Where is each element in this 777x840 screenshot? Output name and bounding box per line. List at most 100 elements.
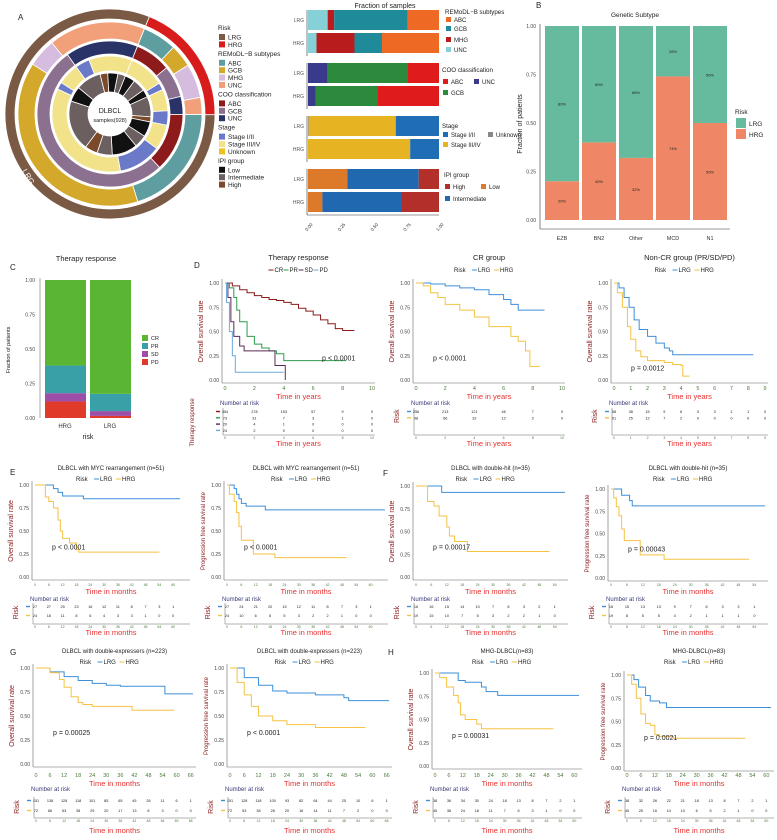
x-tick-label: 42 xyxy=(131,773,137,779)
bar-segment xyxy=(316,33,355,53)
y-tick-label: 0.75 xyxy=(209,305,219,311)
y-tick-label: 0.25 xyxy=(400,552,410,558)
y-tick-label: 0.00 xyxy=(209,378,219,384)
risk-count: 0 xyxy=(714,416,716,420)
x-tick-label: 10 xyxy=(369,386,375,392)
bar-segment xyxy=(308,192,323,212)
legend-item: HRG xyxy=(321,660,335,666)
legend-swatch xyxy=(219,174,225,181)
table-x-tick-label: 6 xyxy=(48,625,50,629)
y-tick-label: 0.00 xyxy=(214,762,224,768)
table-x-tick-label: 42 xyxy=(328,819,332,823)
legend-item: Stage I/II xyxy=(228,134,254,141)
risk-count: 32 xyxy=(639,799,643,803)
table-x-tick-label: 60 xyxy=(572,819,576,823)
y-tick-label: 0.25 xyxy=(211,552,221,558)
risk-table-title: Number at risk xyxy=(222,597,262,603)
risk-count: 11 xyxy=(311,605,315,609)
chart-title: Fraction of samples xyxy=(354,3,416,10)
risk-count: 10 xyxy=(476,605,480,609)
y-tick-label: 0.25 xyxy=(400,354,410,360)
bar-segment xyxy=(334,10,408,30)
risk-count: 36 xyxy=(447,799,451,803)
risk-count: 38 xyxy=(76,809,80,813)
x-tick-label: 6 xyxy=(49,773,52,779)
x-tick-label: 36 xyxy=(312,773,318,779)
risk-count: 20 xyxy=(223,423,227,427)
legend-swatch xyxy=(443,79,448,84)
bar-segment xyxy=(418,169,439,189)
risk-count: 15 xyxy=(625,605,629,609)
y-tick-label: 1.00 xyxy=(400,484,410,490)
x-tick-label: 12 xyxy=(255,773,261,779)
x-tick-label: 3 xyxy=(663,386,666,392)
legend-item: HRG xyxy=(317,477,331,483)
table-x-tick-label: 0 xyxy=(34,625,36,629)
risk-count: 3 xyxy=(697,410,699,414)
y-tick-label: 1.00 xyxy=(611,673,621,679)
x-tick-label: 54 xyxy=(354,583,358,587)
table-x-tick-label: 54 xyxy=(354,625,358,629)
legend-swatch xyxy=(219,148,225,155)
p-value: p < 0.0001 xyxy=(433,356,466,363)
km-title: DLBCL with double-expressers (n=223) xyxy=(62,649,167,655)
table-x-tick-label: 54 xyxy=(752,625,756,629)
bar-segment xyxy=(90,393,131,412)
legend-item: LRG xyxy=(688,660,701,666)
table-x-tick-label: 54 xyxy=(161,819,165,823)
risk-count: 19 xyxy=(414,614,418,618)
risk-count: 0 xyxy=(158,614,160,618)
y-tick-label: 0.50 xyxy=(400,530,410,536)
risk-count: 0 xyxy=(730,416,732,420)
risk-count: 1 xyxy=(370,605,372,609)
risk-count: 6 xyxy=(706,605,708,609)
risk-count: 20 xyxy=(285,809,289,813)
legend-item: Stage III/IV xyxy=(228,142,261,149)
x-tick-label: 54 xyxy=(355,773,361,779)
table-x-tick-label: 24 xyxy=(285,819,289,823)
risk-count: 4 xyxy=(103,614,105,618)
risk-count: 1 xyxy=(283,423,285,427)
risk-count: 0 xyxy=(342,429,344,433)
legend-title: Risk xyxy=(664,660,677,666)
legend-item: HRG xyxy=(710,660,724,666)
risk-count: 24 xyxy=(33,614,37,618)
table-x-tick-label: 0 xyxy=(610,625,612,629)
table-x-tick-label: 30 xyxy=(104,819,108,823)
risk-count: 23 xyxy=(74,605,78,609)
x-tick-label: 48 xyxy=(736,583,740,587)
risk-count: 11 xyxy=(328,809,332,813)
table-x-tick-label: 36 xyxy=(709,819,713,823)
y-tick-label: 0.00 xyxy=(419,764,429,770)
risk-count: 0 xyxy=(172,614,174,618)
table-x-tick-label: 66 xyxy=(189,819,193,823)
risk-count: 6 xyxy=(680,410,682,414)
km-panel: Non-CR group (PR/SD/PD) Risk LRG HRG 0.00 0.2… xyxy=(587,253,768,448)
legend-swatch xyxy=(219,59,225,66)
risk-count: 0 xyxy=(371,423,373,427)
p-value: p = 0.0021 xyxy=(644,735,677,742)
bar-data-label: 60% xyxy=(595,82,603,87)
x-tick-label: 54 xyxy=(749,773,755,779)
risk-count: 1 xyxy=(730,410,732,414)
bar-segment xyxy=(322,192,402,212)
legend-item: HRG xyxy=(126,660,140,666)
bar-category-label: HRG xyxy=(293,200,304,206)
risk-count: 2 xyxy=(559,799,561,803)
table-x-tick-label: 18 xyxy=(460,625,464,629)
risk-count: 98 xyxy=(414,416,418,420)
x-tick-label: 4 xyxy=(680,386,683,392)
risk-count: 3 xyxy=(161,809,163,813)
legend-item: ABC xyxy=(228,101,242,108)
y-tick-label: 1.00 xyxy=(211,483,221,489)
risk-count: 7 xyxy=(737,799,739,803)
km-curve-lrg xyxy=(36,667,193,695)
table-row-label: Therapy response xyxy=(190,398,196,447)
risk-count: 27 xyxy=(225,605,229,609)
p-value: p = 0.00017 xyxy=(433,545,470,552)
risk-count: 153 xyxy=(281,410,287,414)
table-x-tick-label: 9 xyxy=(764,436,766,440)
y-axis-label: Progression free survival rate xyxy=(204,676,210,755)
table-x-tick-label: 42 xyxy=(721,625,725,629)
legend-item: ABC xyxy=(454,18,467,24)
